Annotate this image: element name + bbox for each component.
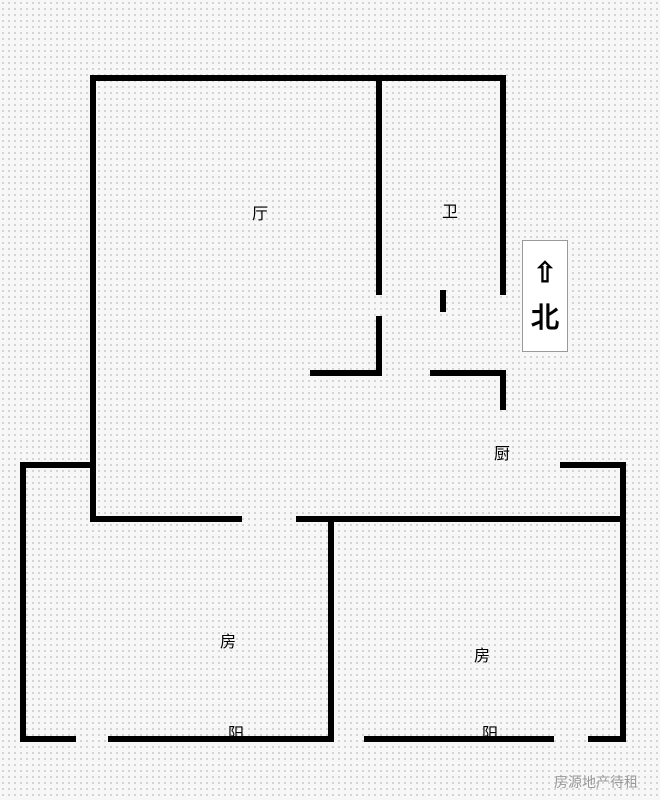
wall-mid-upper-vert-stub: [376, 316, 382, 376]
wall-mid-horiz-lower-left: [90, 516, 242, 522]
wall-outer-left-lower: [20, 462, 26, 742]
wall-bottom-left-1: [20, 736, 76, 742]
wall-bottom-right-2: [588, 736, 626, 742]
wall-left-inner-stub-down: [90, 462, 96, 522]
compass-arrow-icon: ⇧: [533, 256, 556, 290]
room-label-balcony1: 阳: [228, 720, 244, 744]
compass-north-label: 北: [531, 296, 559, 336]
floorplan-canvas: 厅卫厨房房阳阳 ⇧ 北 房源地产待租: [0, 0, 660, 800]
wall-outer-right-upper: [500, 75, 506, 295]
wall-bathroom-door-stub: [440, 290, 446, 312]
wall-mid-upper-vert-left: [376, 75, 382, 295]
wall-right-shelf: [560, 462, 626, 468]
wall-mid-lower-vert: [328, 516, 334, 742]
room-label-kitchen: 厨: [494, 440, 510, 464]
compass-north: ⇧ 北: [522, 240, 568, 352]
watermark-text: 房源地产待租: [554, 772, 638, 792]
room-label-bedroom2: 房: [474, 642, 490, 666]
room-label-living: 厅: [252, 200, 268, 224]
wall-mid-horiz-upper: [310, 370, 382, 376]
wall-bottom-left-2: [108, 736, 334, 742]
wall-right-stub-down: [500, 370, 506, 410]
room-label-balcony2: 阳: [482, 720, 498, 744]
wall-outer-right-lower: [620, 462, 626, 742]
room-label-bedroom1: 房: [220, 628, 236, 652]
wall-outer-left-upper: [90, 75, 96, 468]
wall-outer-top-right: [376, 75, 506, 81]
wall-mid-horiz-right-upper: [430, 370, 506, 376]
room-label-bath: 卫: [442, 198, 458, 222]
wall-bottom-right-1: [364, 736, 554, 742]
wall-left-shelf: [20, 462, 96, 468]
wall-outer-top-left: [90, 75, 382, 81]
wall-mid-horiz-lower-right: [296, 516, 626, 522]
